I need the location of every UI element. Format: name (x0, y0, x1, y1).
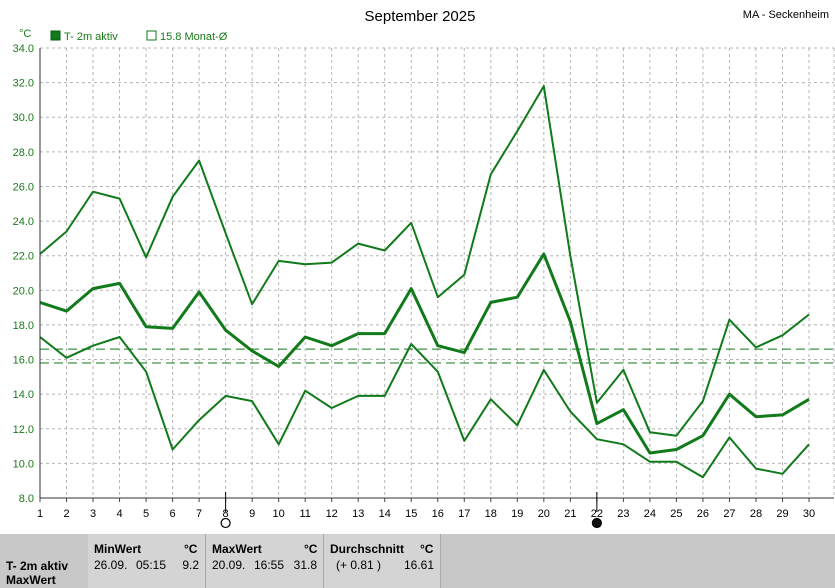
x-tick-label: 26 (697, 508, 709, 520)
x-tick-label: 10 (273, 508, 285, 520)
y-tick-label: 14.0 (13, 389, 34, 401)
chart-axes (39, 48, 834, 502)
x-tick-label: 19 (511, 508, 523, 520)
stats-min-unit: °C (184, 542, 198, 556)
y-tick-label: 18.0 (13, 320, 34, 332)
series-mean-line (39, 252, 810, 455)
full-moon-icon (591, 517, 602, 529)
y-tick-label: 26.0 (13, 181, 34, 193)
stats-panel: T- 2m aktiv MaxWert MinWert °C 26.09. 05… (0, 534, 835, 588)
stats-min-time: 05:15 (136, 558, 167, 572)
stats-max-time: 16:55 (254, 558, 285, 572)
moon-markers (220, 492, 602, 529)
x-tick-label: 9 (249, 508, 255, 520)
y-tick-label: 28.0 (13, 147, 34, 159)
stats-max-cell: MaxWert °C 20.09. 16:55 31.8 (206, 534, 324, 588)
stats-min-date: 26.09. (94, 558, 128, 572)
stats-max-title: MaxWert (212, 542, 262, 556)
x-tick-label: 1 (37, 508, 43, 520)
stats-max-value: 31.8 (293, 558, 317, 572)
stats-max-date: 20.09. (212, 558, 246, 572)
data-series (39, 85, 810, 479)
x-tick-label: 5 (143, 508, 149, 520)
y-axis-unit: °C (19, 28, 31, 40)
x-tick-label: 2 (63, 508, 69, 520)
stats-avg-value: 16.61 (403, 558, 434, 572)
x-tick-label: 22 (591, 508, 603, 520)
stats-row-label-max: MaxWert (6, 573, 56, 587)
stats-min-value: 9.2 (182, 558, 199, 572)
y-tick-label: 12.0 (13, 424, 34, 436)
x-tick-label: 11 (299, 508, 310, 520)
series-max-line (39, 85, 810, 437)
legend-avg-swatch (146, 30, 157, 41)
y-tick-label: 16.0 (13, 355, 34, 367)
legend: T- 2m aktiv 15.8 Monat-Ø (50, 30, 228, 43)
y-tick-label: 8.0 (19, 493, 34, 505)
x-tick-label: 18 (485, 508, 497, 520)
x-tick-label: 12 (326, 508, 338, 520)
station-label: MA - Seckenheim (743, 9, 829, 21)
x-tick-label: 16 (432, 508, 444, 520)
stats-min-title: MinWert (94, 542, 142, 556)
chart-grid (40, 47, 835, 499)
x-tick-label: 14 (379, 508, 391, 520)
reference-lines (40, 348, 834, 364)
legend-series-swatch (50, 30, 61, 41)
stats-min-cell: MinWert °C 26.09. 05:15 9.2 (88, 534, 206, 588)
x-tick-label: 27 (723, 508, 735, 520)
x-tick-label: 23 (617, 508, 629, 520)
y-tick-label: 20.0 (13, 285, 34, 297)
temperature-chart: 8.0 10.0 12.0 14.0 16.0 18.0 20.0 22.0 24.0 26.0 2… (13, 8, 835, 529)
x-tick-label: 13 (352, 508, 364, 520)
legend-series-label: T- 2m aktiv (64, 31, 118, 43)
stats-avg-title: Durchschnitt (330, 542, 405, 556)
series-min-line (39, 336, 810, 479)
x-tick-label: 28 (750, 508, 762, 520)
axis-labels: 8.0 10.0 12.0 14.0 16.0 18.0 20.0 22.0 24.0 26.0 2… (13, 43, 816, 520)
x-tick-label: 17 (458, 508, 470, 520)
new-moon-icon (220, 517, 231, 529)
chart-title: September 2025 (365, 8, 476, 25)
stats-avg-unit: °C (420, 542, 434, 556)
stats-avg-delta: (+ 0.81 ) (336, 558, 382, 572)
x-tick-label: 15 (405, 508, 417, 520)
y-tick-label: 30.0 (13, 112, 34, 124)
stats-avg-cell: Durchschnitt °C (+ 0.81 ) 16.61 (324, 534, 441, 588)
y-tick-label: 22.0 (13, 251, 34, 263)
y-tick-label: 24.0 (13, 216, 34, 228)
y-tick-label: 10.0 (13, 458, 34, 470)
x-tick-label: 21 (564, 508, 576, 520)
stats-series-label: T- 2m aktiv (6, 559, 69, 573)
y-tick-label: 32.0 (13, 78, 34, 90)
x-tick-label: 4 (116, 508, 122, 520)
x-tick-label: 20 (538, 508, 550, 520)
x-tick-label: 8 (223, 508, 229, 520)
x-tick-label: 6 (170, 508, 176, 520)
legend-avg-label: 15.8 Monat-Ø (160, 31, 228, 43)
y-tick-label: 34.0 (13, 43, 34, 55)
x-tick-label: 30 (803, 508, 815, 520)
x-tick-label: 29 (776, 508, 788, 520)
x-tick-label: 7 (196, 508, 202, 520)
x-tick-label: 3 (90, 508, 96, 520)
stats-max-unit: °C (304, 542, 318, 556)
x-tick-label: 25 (670, 508, 682, 520)
stats-row-labels: T- 2m aktiv MaxWert (0, 534, 89, 588)
x-tick-label: 24 (644, 508, 656, 520)
